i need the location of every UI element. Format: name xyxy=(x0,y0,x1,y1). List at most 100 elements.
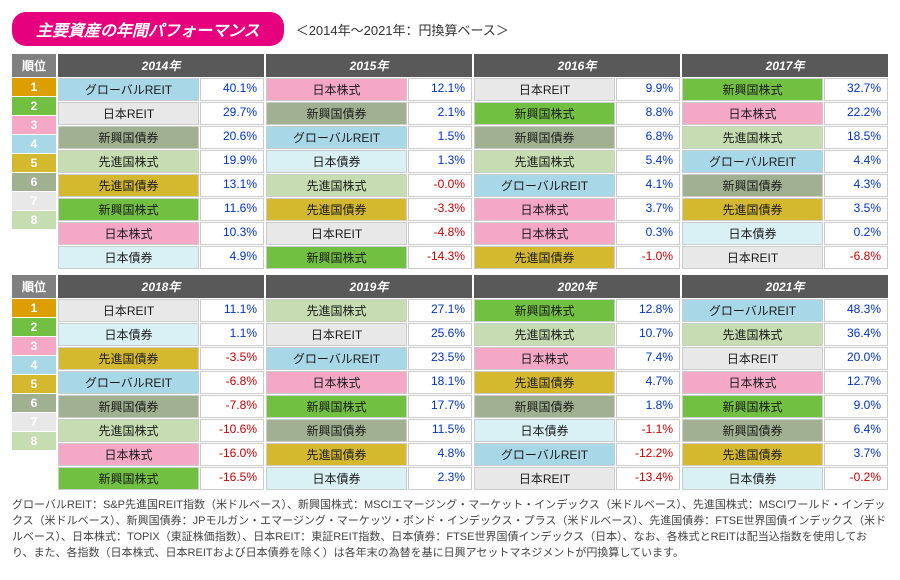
table-row: 新興国株式9.0% xyxy=(682,395,888,418)
table-row: 先進国株式27.1% xyxy=(266,299,472,322)
asset-cell: 日本REIT xyxy=(474,78,615,101)
asset-cell: 新興国株式 xyxy=(682,395,823,418)
value-cell: 4.9% xyxy=(200,246,264,269)
value-cell: 22.2% xyxy=(824,102,888,125)
value-cell: -13.4% xyxy=(616,467,680,490)
table-row: 先進国債券-3.3% xyxy=(266,198,472,221)
asset-cell: 日本株式 xyxy=(474,347,615,370)
year-header: 2020年 xyxy=(474,275,680,298)
value-cell: -0.0% xyxy=(408,174,472,197)
value-cell: -1.1% xyxy=(616,419,680,442)
value-cell: 19.9% xyxy=(200,150,264,173)
table-row: 新興国株式-16.5% xyxy=(58,467,264,490)
table-row: 新興国債券6.8% xyxy=(474,126,680,149)
asset-cell: 日本REIT xyxy=(266,222,407,245)
table-row: 日本REIT-4.8% xyxy=(266,222,472,245)
rank-cell: 5 xyxy=(12,375,56,393)
rank-cell: 6 xyxy=(12,394,56,412)
table-row: 日本株式12.7% xyxy=(682,371,888,394)
year-header: 2018年 xyxy=(58,275,264,298)
asset-cell: 先進国株式 xyxy=(474,150,615,173)
table-row: 新興国債券6.4% xyxy=(682,419,888,442)
asset-cell: 先進国債券 xyxy=(58,347,199,370)
performance-tables: 順位123456782014年グローバルREIT40.1%日本REIT29.7%… xyxy=(12,54,888,490)
asset-cell: 日本REIT xyxy=(474,467,615,490)
asset-cell: 新興国債券 xyxy=(58,126,199,149)
rank-cell: 4 xyxy=(12,135,56,153)
asset-cell: 日本株式 xyxy=(266,371,407,394)
value-cell: -12.2% xyxy=(616,443,680,466)
asset-cell: 日本株式 xyxy=(58,443,199,466)
value-cell: 4.7% xyxy=(616,371,680,394)
table-row: 新興国株式-14.3% xyxy=(266,246,472,269)
table-row: 日本REIT11.1% xyxy=(58,299,264,322)
rank-cell: 5 xyxy=(12,154,56,172)
table-row: 日本債券-1.1% xyxy=(474,419,680,442)
year-header: 2019年 xyxy=(266,275,472,298)
year-column: 2019年先進国株式27.1%日本REIT25.6%グローバルREIT23.5%… xyxy=(266,275,472,490)
asset-cell: 先進国債券 xyxy=(682,198,823,221)
table-row: 日本REIT9.9% xyxy=(474,78,680,101)
value-cell: 1.1% xyxy=(200,323,264,346)
value-cell: 4.1% xyxy=(616,174,680,197)
asset-cell: 日本株式 xyxy=(682,371,823,394)
header-row: 主要資産の年間パフォーマンス ＜2014年～2021年：円換算ベース＞ xyxy=(12,12,888,46)
rank-column: 順位12345678 xyxy=(12,54,56,269)
rank-column: 順位12345678 xyxy=(12,275,56,490)
asset-cell: 新興国債券 xyxy=(474,126,615,149)
asset-cell: 先進国債券 xyxy=(682,443,823,466)
value-cell: 27.1% xyxy=(408,299,472,322)
value-cell: 7.4% xyxy=(616,347,680,370)
table-row: 日本債券4.9% xyxy=(58,246,264,269)
year-column: 2021年グローバルREIT48.3%先進国株式36.4%日本REIT20.0%… xyxy=(682,275,888,490)
rank-header: 順位 xyxy=(12,275,56,298)
value-cell: 4.8% xyxy=(408,443,472,466)
year-header: 2015年 xyxy=(266,54,472,77)
rank-cell: 6 xyxy=(12,173,56,191)
table-row: 日本株式18.1% xyxy=(266,371,472,394)
asset-cell: 先進国債券 xyxy=(266,443,407,466)
table-row: 先進国株式18.5% xyxy=(682,126,888,149)
asset-cell: 日本債券 xyxy=(266,467,407,490)
value-cell: 2.1% xyxy=(408,102,472,125)
asset-cell: 日本債券 xyxy=(474,419,615,442)
asset-cell: グローバルREIT xyxy=(682,299,823,322)
value-cell: 17.7% xyxy=(408,395,472,418)
asset-cell: グローバルREIT xyxy=(682,150,823,173)
value-cell: 18.1% xyxy=(408,371,472,394)
value-cell: 4.4% xyxy=(824,150,888,173)
asset-cell: 日本債券 xyxy=(682,467,823,490)
value-cell: 10.7% xyxy=(616,323,680,346)
table-row: グローバルREIT4.4% xyxy=(682,150,888,173)
table-row: 先進国債券13.1% xyxy=(58,174,264,197)
value-cell: -1.0% xyxy=(616,246,680,269)
asset-cell: 先進国株式 xyxy=(682,323,823,346)
asset-cell: 日本株式 xyxy=(682,102,823,125)
table-row: 新興国債券4.3% xyxy=(682,174,888,197)
asset-cell: 新興国株式 xyxy=(266,246,407,269)
asset-cell: 日本債券 xyxy=(682,222,823,245)
rank-header: 順位 xyxy=(12,54,56,77)
table-row: 先進国株式-10.6% xyxy=(58,419,264,442)
value-cell: 32.7% xyxy=(824,78,888,101)
table-row: 先進国債券4.7% xyxy=(474,371,680,394)
table-row: 新興国債券-7.8% xyxy=(58,395,264,418)
asset-cell: 日本債券 xyxy=(266,150,407,173)
value-cell: 3.7% xyxy=(616,198,680,221)
rank-cell: 7 xyxy=(12,192,56,210)
table-row: 日本株式10.3% xyxy=(58,222,264,245)
table-row: グローバルREIT-6.8% xyxy=(58,371,264,394)
value-cell: 12.8% xyxy=(616,299,680,322)
value-cell: 5.4% xyxy=(616,150,680,173)
value-cell: 10.3% xyxy=(200,222,264,245)
table-row: 日本株式3.7% xyxy=(474,198,680,221)
year-column: 2020年新興国株式12.8%先進国株式10.7%日本株式7.4%先進国債券4.… xyxy=(474,275,680,490)
value-cell: -10.6% xyxy=(200,419,264,442)
asset-cell: グローバルREIT xyxy=(474,174,615,197)
table-row: 新興国株式11.6% xyxy=(58,198,264,221)
value-cell: 1.3% xyxy=(408,150,472,173)
value-cell: 23.5% xyxy=(408,347,472,370)
asset-cell: 日本債券 xyxy=(58,323,199,346)
table-row: 先進国債券-1.0% xyxy=(474,246,680,269)
asset-cell: 日本REIT xyxy=(266,323,407,346)
